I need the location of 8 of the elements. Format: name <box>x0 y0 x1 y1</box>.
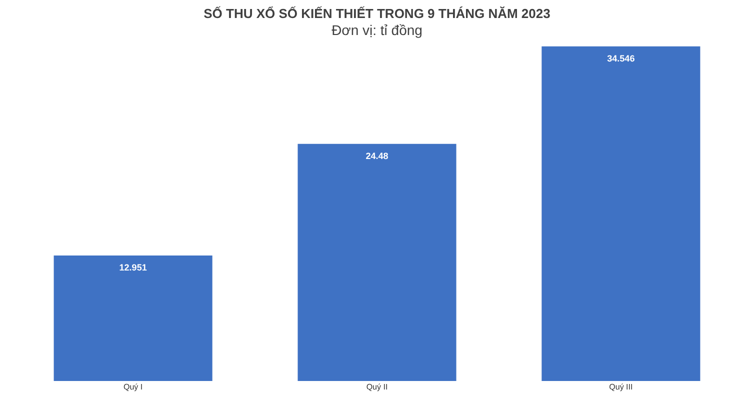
x-tick-label: Quý I <box>124 382 143 392</box>
data-label: 12.951 <box>119 262 147 273</box>
x-tick-label: Quý II <box>366 382 388 392</box>
chart-title: SỐ THU XỔ SỐ KIẾN THIẾT TRONG 9 THÁNG NĂM 2023 <box>204 6 550 21</box>
chart-subtitle: Đơn vị: tỉ đồng <box>332 22 422 38</box>
data-label: 24.48 <box>366 150 388 161</box>
x-tick-label: Quý III <box>609 382 633 392</box>
data-label: 34.546 <box>607 53 635 64</box>
